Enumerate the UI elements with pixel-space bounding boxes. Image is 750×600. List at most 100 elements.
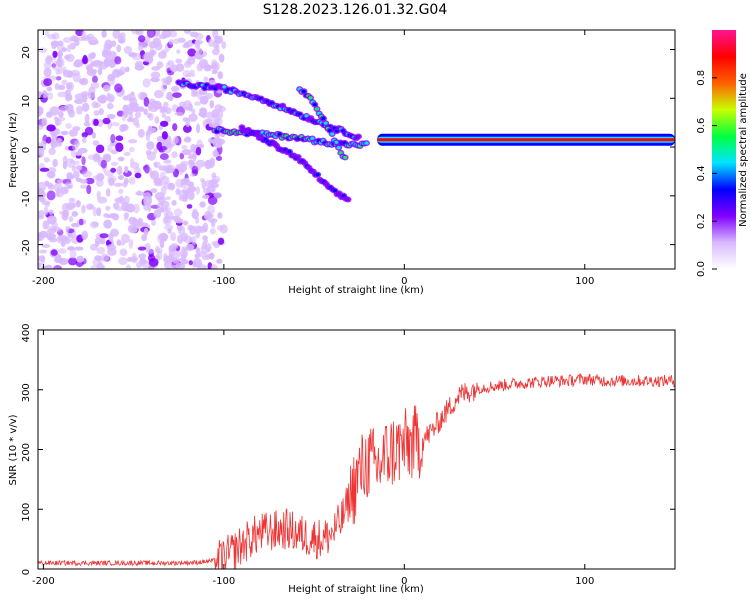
branch-steep-cell (314, 107, 319, 111)
heatmap-noise-cell (204, 92, 213, 100)
heatmap-noise-cell (196, 47, 203, 55)
heatmap-noise-cell (81, 56, 89, 65)
heatmap-noise-cell (92, 206, 97, 217)
heatmap-noise-cell (86, 203, 95, 210)
heatmap-noise-cell (165, 141, 171, 148)
heatmap-noise-cell (110, 122, 120, 127)
heatmap-noise-cell (212, 149, 219, 158)
heatmap-noise-cell (82, 136, 87, 144)
heatmap-noise-cell (163, 253, 168, 261)
branch-upper-cell (304, 114, 309, 118)
heatmap-noise-cell (75, 150, 83, 156)
heatmap-noise-cell (123, 151, 131, 156)
heatmap-noise-cell (183, 124, 192, 134)
heatmap-noise-cell (49, 106, 60, 116)
heatmap-noise-cell (110, 40, 117, 47)
heatmap-noise-cell (175, 188, 181, 195)
heatmap-noise-cell (209, 157, 216, 164)
heatmap-noise-cell (42, 93, 48, 99)
heatmap-noise-cell (38, 181, 47, 192)
colorbar-tick-label: 0.4 (696, 165, 707, 181)
heatmap-noise-cell (131, 252, 137, 261)
heatmap-noise-cell (87, 92, 95, 100)
heatmap-noise-cell (185, 73, 196, 78)
heatmap-noise-cell (139, 256, 146, 267)
heatmap-noise-cell (180, 248, 188, 258)
heatmap-noise-cell (138, 253, 147, 260)
heatmap-noise-cell (187, 186, 197, 193)
heatmap-noise-cell (70, 148, 76, 158)
heatmap-noise-cell (191, 165, 199, 175)
snr-x-tick-label: 0 (401, 576, 407, 587)
heatmap-noise-cell (70, 35, 78, 42)
branch-steep-cell (330, 132, 335, 136)
heatmap-noise-cell (38, 47, 48, 53)
heatmap-noise-cell (145, 248, 155, 254)
heatmap-noise-cell (56, 187, 61, 197)
colorbar-tick-label: 0.0 (696, 261, 707, 277)
heatmap-noise-cell (115, 142, 124, 152)
heatmap-noise-cell (195, 247, 201, 253)
heatmap-noise-cell (116, 165, 123, 176)
heatmap-noise-cell (103, 213, 109, 218)
heatmap-noise-cell (46, 92, 54, 100)
heatmap-noise-cell (143, 97, 150, 107)
heatmap-noise-cell (121, 111, 127, 122)
heatmap-noise-cell (157, 233, 165, 244)
heatmap-noise-cell (39, 167, 50, 172)
snr-x-tick-label: 100 (575, 576, 594, 587)
spectrogram-y-label: Frequency (Hz) (8, 112, 19, 188)
heatmap-noise-cell (80, 184, 87, 189)
heatmap-noise-cell (163, 215, 170, 224)
heatmap-noise-cell (65, 123, 73, 129)
heatmap-noise-cell (212, 30, 219, 39)
heatmap-noise-cell (172, 92, 182, 99)
snr-panel: -200 -100 0 100 0 100 200 300 400 Height of str… (8, 323, 676, 595)
heatmap-noise-cell (137, 35, 146, 43)
heatmap-noise-cell (143, 195, 153, 206)
heatmap-noise-cell (148, 50, 155, 58)
heatmap-noise-cell (106, 102, 114, 110)
heatmap-noise-cell (125, 264, 132, 269)
heatmap-noise-cell (195, 147, 202, 156)
heatmap-noise-cell (213, 192, 223, 199)
heatmap-noise-cell (102, 117, 111, 125)
heatmap-noise-cell (208, 38, 214, 48)
heatmap-noise-cell (198, 58, 209, 69)
branch-lower-cell (337, 191, 342, 196)
heatmap-noise-cell (128, 146, 135, 153)
heatmap-noise-cell (69, 249, 77, 259)
heatmap-noise-cell (173, 249, 181, 258)
heatmap-noise-cell (38, 106, 44, 116)
heatmap-noise-cell (156, 61, 164, 69)
heatmap-noise-cell (78, 218, 84, 226)
heatmap-noise-cell (161, 112, 167, 119)
heatmap-noise-cell (81, 30, 87, 37)
heatmap-noise-cell (120, 233, 130, 244)
branch-middle-cell (310, 136, 315, 141)
spectrogram-x-tick-label: -100 (213, 276, 236, 287)
spectrogram-x-tick-label: -200 (32, 276, 55, 287)
heatmap-noise-cell (215, 37, 222, 45)
heatmap-noise-cell (81, 102, 90, 112)
heatmap-noise-cell (164, 224, 174, 231)
heatmap-noise-cell (168, 93, 174, 102)
heatmap-noise-cell (72, 144, 78, 151)
heatmap-noise-cell (41, 117, 48, 127)
branch-upper-cell (222, 85, 227, 89)
heatmap-noise-cell (174, 111, 184, 117)
heatmap-noise-cell (110, 228, 119, 237)
heatmap-noise-cell (192, 208, 198, 214)
heatmap-noise-cell (126, 117, 135, 123)
heatmap-noise-cell (124, 165, 129, 174)
heatmap-noise-cell (137, 128, 145, 138)
heatmap-noise-cell (208, 139, 218, 144)
heatmap-noise-cell (66, 174, 75, 180)
heatmap-noise-cell (207, 204, 215, 215)
heatmap-noise-cell (73, 160, 80, 166)
heatmap-noise-cell (169, 64, 179, 73)
heatmap-noise-cell (114, 56, 122, 65)
heatmap-noise-cell (170, 243, 179, 250)
snr-frame (37, 329, 676, 570)
heatmap-noise-cell (128, 238, 134, 249)
